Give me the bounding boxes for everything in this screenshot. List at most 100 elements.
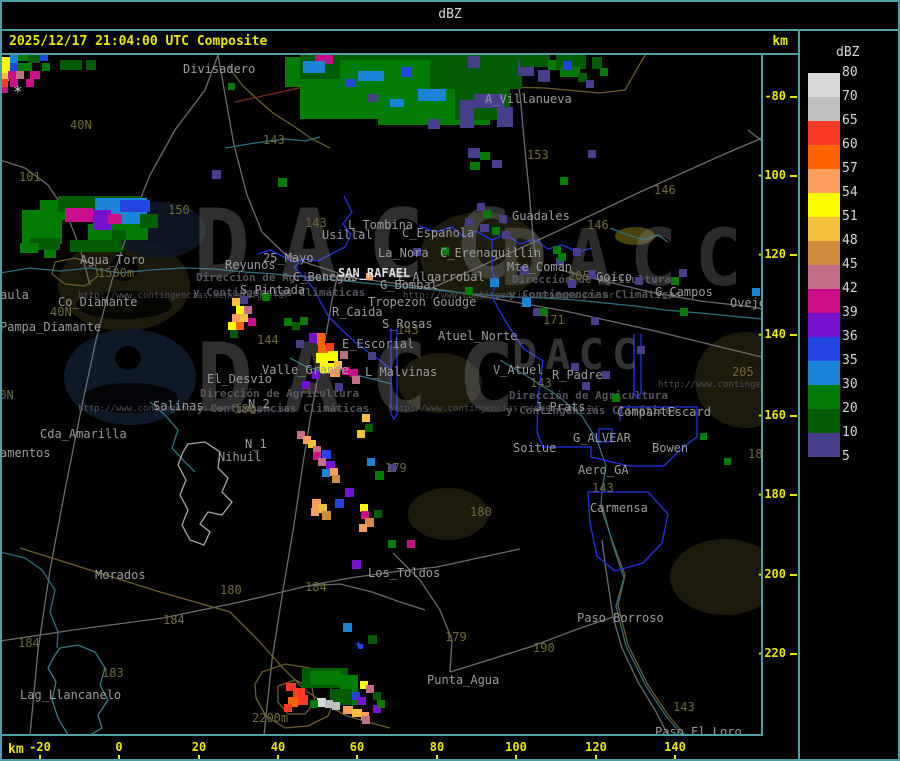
echo-pixel bbox=[418, 89, 446, 101]
y-tick-label: -100 bbox=[757, 168, 786, 182]
x-tick-label: 100 bbox=[505, 740, 527, 754]
x-tick-mark bbox=[118, 755, 120, 760]
echo-pixel bbox=[126, 212, 142, 222]
place-label: Punta_Agua bbox=[427, 673, 500, 687]
echo-pixel bbox=[465, 287, 473, 295]
y-tick-mark bbox=[790, 334, 797, 336]
echo-pixel bbox=[483, 210, 491, 218]
echo-pixel bbox=[313, 452, 321, 460]
echo-pixel bbox=[368, 635, 377, 644]
echo-pixel bbox=[330, 689, 352, 705]
map-right-border bbox=[761, 55, 763, 735]
watermark-url: http://www.contingencias.mendoza.gov.ar bbox=[403, 291, 615, 301]
road-number-label: 40N bbox=[70, 118, 92, 132]
y-tick-label: -180 bbox=[757, 487, 786, 501]
map-line bbox=[0, 551, 59, 649]
place-label: Los_Toldos bbox=[368, 566, 441, 580]
echo-pixel bbox=[402, 67, 412, 77]
watermark-leaf-shape bbox=[110, 255, 138, 281]
echo-pixel bbox=[316, 353, 328, 363]
map-line bbox=[149, 401, 196, 473]
echo-pixel bbox=[342, 367, 350, 375]
colorbar-block bbox=[808, 433, 840, 457]
road-number-label: 153 bbox=[527, 148, 549, 162]
echo-pixel bbox=[320, 363, 334, 373]
map-line bbox=[306, 548, 521, 587]
echo-pixel bbox=[358, 644, 363, 649]
echo-pixel bbox=[558, 253, 566, 261]
echo-pixel bbox=[360, 681, 368, 689]
place-label: G_Campos bbox=[655, 285, 713, 299]
watermark-direccion-line2: y Contingencias Climáticas bbox=[509, 288, 682, 301]
road-number-label: 184 bbox=[305, 580, 327, 594]
road-number-label: 40N bbox=[50, 305, 72, 319]
echo-pixel bbox=[309, 333, 317, 343]
echo-pixel bbox=[560, 177, 568, 185]
border-left bbox=[0, 0, 2, 761]
echo-pixel bbox=[350, 369, 358, 377]
road-number-label: 205 bbox=[732, 365, 754, 379]
place-label: Nihuil bbox=[218, 450, 262, 464]
echo-pixel bbox=[362, 414, 370, 422]
road-number-label: 144 bbox=[257, 333, 279, 347]
map-line bbox=[747, 129, 762, 142]
echo-pixel bbox=[578, 73, 587, 82]
y-tick-mark bbox=[790, 96, 797, 98]
colorbar-value-label: 10 bbox=[842, 425, 858, 440]
y-tick-label: -80 bbox=[764, 89, 786, 103]
echo-pixel bbox=[538, 70, 550, 82]
place-label: Carmensa bbox=[590, 501, 648, 515]
echo-pixel bbox=[322, 511, 331, 520]
map-line bbox=[598, 428, 613, 443]
echo-pixel bbox=[322, 469, 330, 477]
y-tick-mark bbox=[790, 494, 797, 496]
echo-pixel bbox=[533, 308, 541, 316]
echo-pixel bbox=[390, 99, 404, 107]
place-label: Lag_Llancanelo bbox=[20, 688, 122, 702]
echo-pixel bbox=[212, 170, 221, 179]
colorbar-block bbox=[808, 97, 840, 121]
colorbar-block bbox=[808, 313, 840, 337]
colorbar-value-label: 80 bbox=[842, 65, 858, 80]
border-bottom bbox=[0, 759, 900, 761]
echo-pixel bbox=[373, 692, 381, 700]
watermark-direccion-line2: y Contingencias Climáticas bbox=[193, 286, 366, 299]
echo-pixel bbox=[26, 79, 34, 87]
place-label: C_Erenaquillin bbox=[440, 246, 542, 260]
colorbar-value-label: 51 bbox=[842, 209, 858, 224]
echo-pixel bbox=[325, 700, 333, 708]
echo-pixel bbox=[296, 340, 304, 348]
echo-pixel bbox=[317, 333, 325, 345]
colorbar-block bbox=[808, 241, 840, 265]
echo-pixel bbox=[44, 250, 56, 258]
watermark-url: http://www.contingencias.mendoza.gov.ar bbox=[78, 404, 290, 414]
echo-pixel bbox=[373, 705, 381, 713]
colorbar-value-label: 45 bbox=[842, 257, 858, 272]
map-line bbox=[224, 136, 321, 149]
road-number-label: 184 bbox=[163, 613, 185, 627]
map-line bbox=[263, 272, 339, 735]
map-marker: + bbox=[355, 639, 362, 650]
colorbar-block bbox=[808, 289, 840, 313]
place-label: Bowen bbox=[652, 441, 689, 455]
road-number-label: 143 bbox=[305, 216, 327, 230]
echo-pixel bbox=[752, 288, 760, 296]
echo-pixel bbox=[359, 524, 367, 532]
place-label: Guadales bbox=[512, 209, 570, 223]
echo-pixel bbox=[288, 697, 298, 707]
colorbar-block bbox=[808, 169, 840, 193]
map-line bbox=[601, 504, 683, 735]
echo-pixel bbox=[120, 200, 150, 212]
map-line bbox=[254, 663, 336, 729]
colorbar-title: dBZ bbox=[836, 45, 860, 60]
echo-pixel bbox=[310, 700, 318, 708]
road-number-label: 205 bbox=[568, 269, 590, 283]
echo-pixel bbox=[334, 361, 342, 369]
road-number-label: 180 bbox=[220, 583, 242, 597]
echo-pixel bbox=[499, 215, 507, 223]
panel-divider bbox=[798, 31, 800, 759]
echo-pixel bbox=[318, 458, 326, 466]
x-tick-label: 40 bbox=[270, 740, 286, 754]
echo-pixel bbox=[10, 63, 18, 71]
echo-pixel bbox=[315, 55, 333, 64]
